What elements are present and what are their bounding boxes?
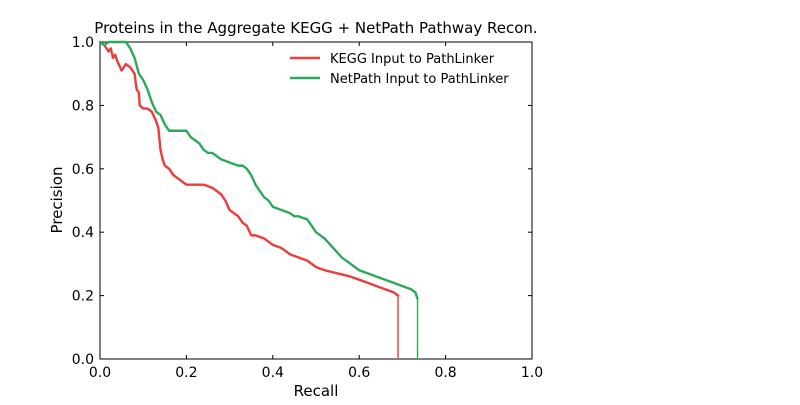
x-tick-label: 0.0	[89, 365, 111, 381]
chart-title: Proteins in the Aggregate KEGG + NetPath…	[94, 19, 537, 37]
x-tick-label: 0.8	[434, 365, 456, 381]
series-line-1	[98, 40, 419, 300]
y-tick-label: 0.0	[72, 352, 94, 368]
x-tick-label: 1.0	[521, 365, 543, 381]
x-tick-label: 0.2	[175, 365, 197, 381]
legend-entry: KEGG Input to PathLinker	[330, 52, 495, 67]
y-axis-label: Precision	[48, 167, 66, 234]
y-tick-label: 0.4	[72, 225, 94, 241]
series-line-0	[98, 40, 400, 297]
x-tick-label: 0.4	[262, 365, 284, 381]
legend-entry: NetPath Input to PathLinker	[330, 72, 509, 87]
legend: KEGG Input to PathLinker NetPath Input to…	[290, 52, 509, 87]
x-axis-label: Recall	[294, 382, 339, 400]
plot-area: 0.0 0.2 0.4 0.6 0.8 1.0 0.0 0.2 0.4 0.6 0.8 1.0	[72, 35, 543, 381]
x-tick-label: 0.6	[348, 365, 370, 381]
axes-frame	[99, 41, 533, 360]
y-tick-label: 0.2	[72, 289, 94, 305]
y-tick-label: 0.8	[72, 98, 94, 114]
y-tick-label: 0.6	[72, 162, 94, 178]
y-tick-label: 1.0	[72, 35, 94, 51]
